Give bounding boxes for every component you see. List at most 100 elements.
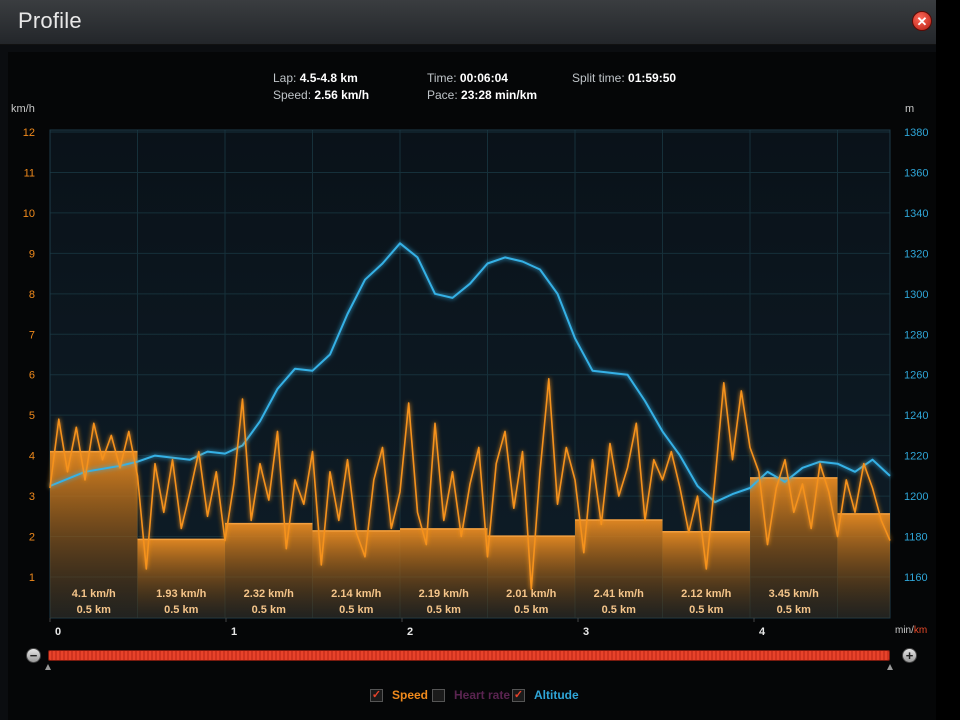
x-unit-min: min/ [895,625,914,636]
lap-distance-label: 0.5 km [602,604,636,616]
right-tick-label: 1240 [904,410,928,422]
title-bar: Profile ✕ [0,0,936,45]
speed-value: 2.56 km/h [314,88,370,102]
left-tick-label: 4 [29,451,35,463]
range-start-handle[interactable] [45,664,51,670]
speed-check-icon: ✓ [371,688,382,701]
x-tick-label: 0 [55,626,61,638]
right-tick-label: 1380 [904,127,928,139]
range-selection-bar[interactable] [48,650,890,661]
lap-speed-label: 2.19 km/h [419,588,469,600]
right-tick-label: 1200 [904,491,928,503]
close-button[interactable]: ✕ [912,11,932,31]
lap-distance-label: 0.5 km [777,604,811,616]
lap-distance-label: 0.5 km [339,604,373,616]
right-tick-label: 1360 [904,167,928,179]
lap-speed-label: 2.41 km/h [594,588,644,600]
right-tick-label: 1260 [904,370,928,382]
lap-bar [312,530,400,618]
legend-heart-rate[interactable]: Heart rate [432,688,510,702]
left-tick-label: 6 [29,370,35,382]
right-tick-label: 1220 [904,451,928,463]
x-tick-label: 4 [759,626,766,638]
split-value: 01:59:50 [628,71,677,85]
right-y-ticks: 1160 1180 1200 1220 1240 1260 1280 1300 1320 1340… [904,127,928,584]
lap-distance-label: 0.5 km [77,604,111,616]
altitude-checkbox[interactable]: ✓ [512,688,525,702]
lap-speed-label: 1.93 km/h [156,588,206,600]
zoom-in-button[interactable]: + [902,648,917,663]
heart-rate-checkbox[interactable] [432,688,445,702]
right-tick-label: 1160 [904,572,928,584]
right-tick-label: 1340 [904,208,928,220]
lap-speed-label: 3.45 km/h [769,588,819,600]
range-slider[interactable]: − + [26,648,918,670]
legend: ✓ Speed Heart rate ✓ Altitude [0,688,936,708]
speed-label: Speed: [273,88,312,102]
lap-speed-label: 2.32 km/h [244,588,294,600]
right-tick-label: 1180 [904,532,928,544]
close-icon: ✕ [916,13,928,29]
left-tick-label: 7 [29,329,35,341]
lap-distance-label: 0.5 km [252,604,286,616]
left-tick-label: 2 [29,532,35,544]
right-tick-label: 1280 [904,329,928,341]
time-info: Time: 00:06:04 Pace: 23:28 min/km [427,70,537,104]
altitude-line [49,242,891,504]
left-tick-label: 5 [29,410,35,422]
left-tick-label: 1 [29,572,35,584]
split-label: Split time: [572,71,625,85]
lap-bar [837,513,890,618]
lap-value: 4.5-4.8 km [299,71,358,85]
x-unit-km: km [913,625,928,636]
lap-speed-label: 2.12 km/h [681,588,731,600]
lap-info: Lap: 4.5-4.8 km Speed: 2.56 km/h [273,70,369,104]
speed-line [49,377,891,590]
left-tick-label: 11 [24,167,35,179]
lap-bar [225,523,313,618]
legend-speed[interactable]: ✓ Speed [370,688,428,702]
lap-label: Lap: [273,71,297,85]
profile-window: Profile ✕ Lap: 4.5-4.8 km Speed: 2.56 km… [0,0,936,720]
speed-checkbox[interactable]: ✓ [370,688,383,702]
profile-chart: 4.1 km/h 0.5 km 1.93 km/h 0.5 km 2.32 km/h 0.… [23,127,929,638]
lap-distance-label: 0.5 km [164,604,198,616]
lap-labels: 4.1 km/h 0.5 km 1.93 km/h 0.5 km 2.32 km/h 0.… [72,588,819,616]
lap-distance-label: 0.5 km [427,604,461,616]
split-info: Split time: 01:59:50 [572,70,676,87]
left-tick-label: 10 [23,208,35,220]
window-title: Profile [18,8,82,33]
x-tick-label: 2 [407,626,413,638]
series-lines [49,242,891,590]
lap-speed-label: 2.01 km/h [506,588,556,600]
zoom-out-button[interactable]: − [26,648,41,663]
left-tick-label: 12 [23,127,35,139]
right-tick-label: 1320 [904,248,928,260]
legend-altitude-label: Altitude [534,688,579,702]
lap-bar [400,528,488,618]
left-tick-label: 9 [29,248,35,260]
time-label: Time: [427,71,457,85]
lap-distance-label: 0.5 km [514,604,548,616]
legend-altitude[interactable]: ✓ Altitude [512,688,579,702]
x-tick-label: 3 [583,626,589,638]
left-axis-unit: km/h [11,103,35,115]
lap-speed-label: 2.14 km/h [331,588,381,600]
lap-bars [50,450,890,618]
legend-speed-label: Speed [392,688,429,702]
x-tick-label: 1 [231,626,237,638]
minus-icon: − [29,648,38,663]
lap-distance-label: 0.5 km [689,604,723,616]
range-end-handle[interactable] [887,664,893,670]
right-tick-label: 1300 [904,289,928,301]
x-axis-unit: min/km [895,625,927,636]
lap-bar [750,477,838,618]
time-value: 00:06:04 [459,71,508,85]
pace-value: 23:28 min/km [461,88,538,102]
lap-bar [137,539,225,618]
pace-label: Pace: [427,88,458,102]
lap-speed-label: 4.1 km/h [72,588,116,600]
right-axis-unit: m [905,103,915,115]
x-ticks: 0 1 2 3 4 [49,618,766,638]
